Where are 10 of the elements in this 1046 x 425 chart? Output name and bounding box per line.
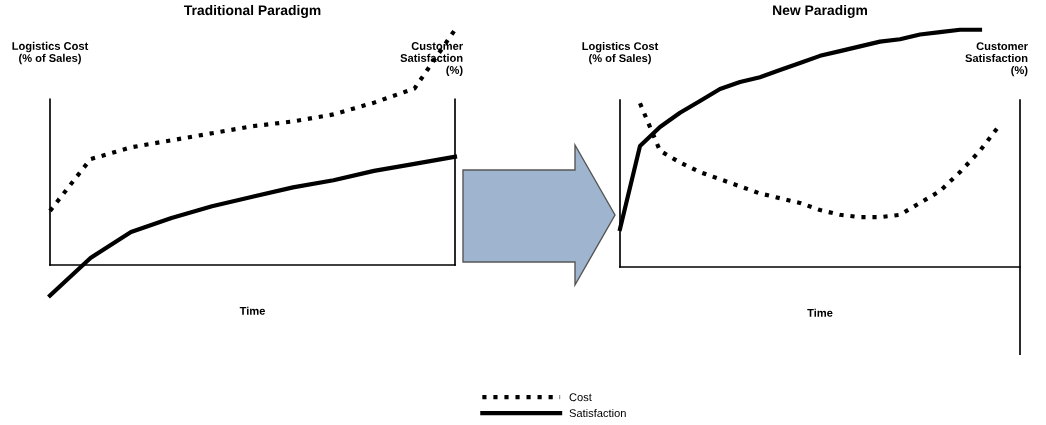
x-axis-title: Time [239,306,265,315]
y2-axis-title: Customer Satisfaction (%) [965,42,1028,77]
y-axis-title: Logistics Cost (% of Sales) [582,41,659,65]
text: Cost [569,393,592,402]
y-axis-title: Logistics Cost (% of Sales) [12,41,89,65]
x-axis-title: Time [807,308,833,317]
y2-axis-title: Customer Satisfaction (%) [400,42,463,77]
chart-title: Traditional Paradigm [183,4,321,18]
chart-title: New Paradigm [773,4,867,18]
text: Satisfaction [569,408,626,418]
